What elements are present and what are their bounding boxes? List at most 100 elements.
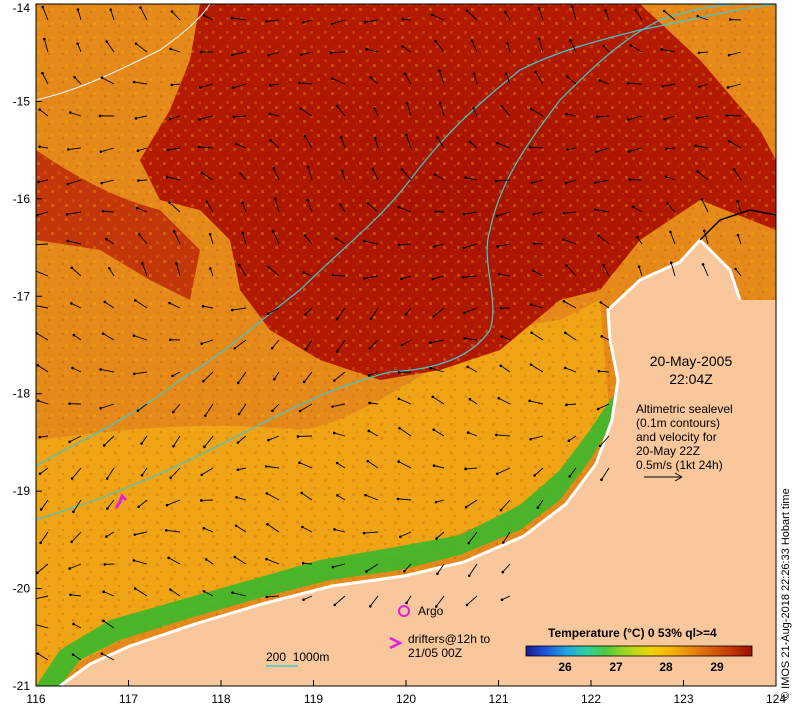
velocity-arrow bbox=[496, 434, 511, 437]
velocity-arrow bbox=[169, 302, 181, 309]
velocity-arrow-head bbox=[165, 175, 169, 179]
velocity-arrow-head bbox=[105, 40, 109, 44]
velocity-arrow-head bbox=[599, 301, 603, 304]
velocity-arrow-head bbox=[464, 467, 467, 471]
velocity-arrow bbox=[533, 270, 544, 277]
velocity-arrow-head bbox=[335, 317, 339, 321]
velocity-scale-arrow bbox=[644, 472, 683, 482]
date-label: 20-May-2005 22:04Z bbox=[636, 352, 746, 388]
velocity-arrow-head bbox=[636, 235, 639, 239]
velocity-arrow-head bbox=[208, 233, 212, 236]
velocity-arrow-head bbox=[368, 346, 372, 350]
velocity-arrow bbox=[565, 367, 577, 373]
velocity-arrow bbox=[569, 467, 577, 477]
velocity-arrow bbox=[268, 266, 280, 277]
velocity-arrow-head bbox=[72, 510, 75, 514]
velocity-arrow-head bbox=[234, 524, 238, 528]
velocity-arrow-head bbox=[597, 234, 601, 237]
velocity-arrow-head bbox=[335, 461, 339, 465]
velocity-arrow bbox=[465, 177, 478, 181]
velocity-arrow bbox=[502, 563, 511, 573]
velocity-arrow-head bbox=[202, 14, 206, 17]
velocity-arrow-head bbox=[332, 431, 336, 435]
velocity-arrow-head bbox=[298, 409, 302, 413]
velocity-arrow-head bbox=[529, 107, 533, 111]
velocity-arrow bbox=[108, 268, 115, 277]
velocity-arrow-head bbox=[68, 567, 71, 570]
velocity-arrow bbox=[336, 462, 346, 469]
velocity-arrow bbox=[106, 238, 115, 245]
velocity-arrow-head bbox=[396, 497, 400, 501]
velocity-arrow-head bbox=[200, 473, 204, 477]
velocity-arrow bbox=[535, 71, 544, 85]
velocity-arrow bbox=[364, 531, 379, 534]
velocity-arrow bbox=[667, 203, 676, 213]
velocity-arrow-head bbox=[269, 139, 272, 142]
velocity-arrow bbox=[39, 467, 49, 475]
velocity-arrow bbox=[235, 525, 247, 533]
velocity-arrow bbox=[203, 305, 214, 309]
velocity-arrow-head bbox=[567, 439, 571, 442]
velocity-arrow bbox=[463, 275, 478, 278]
velocity-arrow bbox=[134, 81, 148, 85]
velocity-arrow-head bbox=[434, 39, 437, 43]
velocity-arrow-head bbox=[431, 277, 435, 281]
velocity-arrow-head bbox=[134, 42, 138, 45]
velocity-arrow-head bbox=[335, 350, 339, 353]
velocity-arrow bbox=[36, 243, 49, 246]
velocity-arrow-head bbox=[628, 178, 632, 181]
velocity-arrow bbox=[303, 371, 313, 383]
velocity-arrow-head bbox=[532, 213, 536, 216]
velocity-arrow-head bbox=[43, 37, 46, 41]
velocity-arrow-head bbox=[631, 205, 635, 209]
velocity-arrow-head bbox=[38, 435, 42, 439]
velocity-arrow bbox=[100, 403, 115, 409]
velocity-arrow bbox=[303, 595, 313, 601]
velocity-arrow bbox=[368, 371, 379, 376]
velocity-arrow-head bbox=[167, 556, 170, 560]
velocity-arrow bbox=[365, 494, 379, 501]
velocity-arrow bbox=[364, 240, 379, 245]
velocity-arrow-head bbox=[302, 21, 305, 24]
velocity-arrow bbox=[301, 492, 313, 501]
x-tick-label: 117 bbox=[119, 692, 138, 706]
velocity-arrow bbox=[670, 262, 676, 277]
velocity-arrow-head bbox=[298, 81, 301, 85]
credit-text: © IMOS 21-Aug-2018 22:26:33 Hobart time bbox=[780, 488, 792, 700]
velocity-arrow bbox=[398, 461, 412, 469]
velocity-arrow-head bbox=[202, 526, 206, 530]
velocity-arrow bbox=[331, 19, 346, 25]
velocity-arrow bbox=[436, 531, 445, 539]
velocity-arrow bbox=[37, 563, 49, 574]
velocity-arrow-head bbox=[669, 261, 673, 265]
velocity-arrow-head bbox=[429, 341, 432, 344]
velocity-arrow-head bbox=[602, 44, 606, 48]
velocity-arrow-head bbox=[69, 593, 72, 597]
velocity-arrow-head bbox=[364, 493, 367, 497]
velocity-arrow-head bbox=[504, 72, 508, 76]
velocity-arrow-head bbox=[235, 142, 238, 146]
velocity-arrow-head bbox=[36, 214, 39, 217]
velocity-arrow-head bbox=[433, 173, 437, 176]
velocity-arrow bbox=[40, 531, 49, 544]
drifter-track bbox=[114, 493, 128, 509]
velocity-arrow bbox=[38, 400, 49, 405]
velocity-arrow bbox=[595, 209, 610, 213]
velocity-arrow-head bbox=[169, 338, 172, 342]
velocity-arrow-head bbox=[629, 44, 633, 47]
velocity-arrow-head bbox=[499, 508, 503, 512]
altimetry-caption: Altimetric sealevel (0.1m contours) and … bbox=[636, 402, 733, 472]
velocity-arrow-head bbox=[404, 313, 408, 316]
velocity-arrow bbox=[106, 467, 115, 479]
velocity-arrow-head bbox=[231, 53, 234, 57]
velocity-arrow-head bbox=[602, 264, 606, 267]
velocity-arrow bbox=[566, 403, 577, 406]
velocity-arrow bbox=[303, 19, 313, 23]
velocity-arrow-head bbox=[598, 444, 602, 448]
velocity-arrow-head bbox=[99, 150, 103, 153]
colorbar-tick: 26 bbox=[558, 660, 572, 674]
velocity-arrow-head bbox=[365, 47, 368, 51]
velocity-arrow-head bbox=[565, 403, 568, 407]
velocity-arrow bbox=[472, 107, 478, 117]
velocity-arrow-head bbox=[202, 379, 205, 383]
